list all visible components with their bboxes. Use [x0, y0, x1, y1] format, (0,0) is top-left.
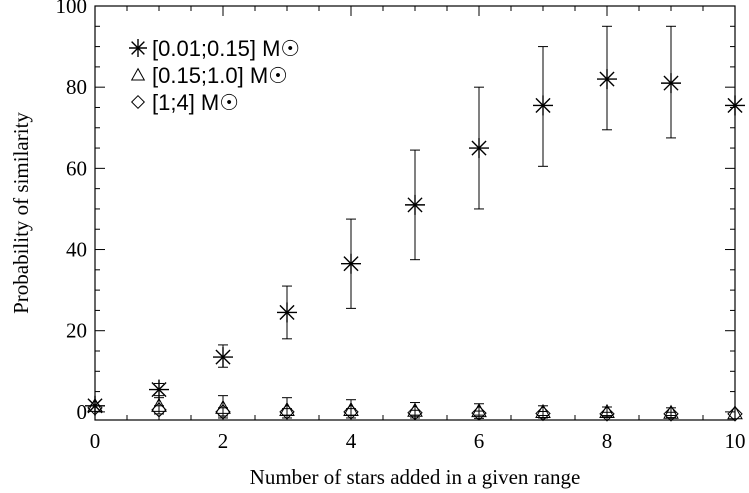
data-point-diamond	[343, 404, 359, 420]
data-point-diamond	[663, 406, 679, 422]
error-bar	[666, 411, 676, 417]
diamond-shape	[535, 405, 551, 422]
data-point-triangle	[727, 405, 743, 420]
diamond-shape	[87, 400, 103, 416]
legend-label: [0.15;1.0] M☉	[152, 63, 288, 88]
data-point-triangle	[87, 397, 103, 412]
data-point-asterisk	[533, 95, 553, 116]
diamond-shape	[471, 405, 487, 421]
series-asterisk	[85, 25, 745, 416]
error-bar	[410, 409, 420, 416]
data-point-diamond	[279, 404, 295, 420]
data-point-asterisk	[597, 69, 617, 90]
data-point-diamond	[215, 404, 231, 420]
x-tick-label: 10	[725, 429, 746, 453]
data-point-triangle	[599, 403, 615, 418]
asterisk-stroke	[599, 71, 615, 87]
data-point-asterisk	[149, 379, 169, 400]
y-axis-label: Probability of similarity	[9, 112, 33, 314]
asterisk-stroke	[407, 197, 423, 213]
data-point-diamond	[727, 406, 743, 422]
diamond-shape	[599, 406, 615, 422]
series-layer	[85, 25, 745, 422]
triangle-shape	[727, 405, 743, 420]
diamond-shape	[279, 404, 295, 420]
data-point-asterisk	[661, 73, 681, 94]
series-diamond	[87, 400, 743, 422]
x-axis-label: Number of stars added in a given range	[250, 465, 581, 489]
data-point-asterisk	[469, 138, 489, 159]
legend-label: [1;4] M☉	[152, 90, 239, 115]
x-tick-label: 6	[474, 429, 485, 453]
asterisk-stroke	[215, 349, 231, 365]
error-bar	[474, 410, 484, 416]
asterisk-stroke	[727, 97, 743, 114]
diamond-shape	[151, 402, 167, 418]
y-tick-label: 40	[66, 238, 87, 262]
diamond-shape	[407, 404, 423, 421]
data-point-asterisk	[405, 194, 425, 215]
diamond-shape	[727, 406, 743, 422]
triangle-shape	[599, 403, 615, 418]
data-point-asterisk	[725, 95, 745, 116]
data-point-diamond	[407, 404, 423, 421]
y-tick-label: 0	[77, 400, 88, 424]
error-bar	[602, 411, 612, 417]
diamond-shape	[215, 404, 231, 420]
y-tick-label: 100	[56, 0, 88, 18]
error-bar	[538, 410, 548, 417]
triangle-shape	[130, 67, 146, 81]
legend-marker-triangle	[130, 67, 146, 81]
asterisk-stroke	[343, 256, 359, 272]
x-tick-label: 4	[346, 429, 357, 453]
y-tick-label: 80	[66, 75, 87, 99]
y-tick-label: 20	[66, 319, 87, 343]
data-point-asterisk	[341, 253, 361, 274]
legend: [0.01;0.15] M☉[0.15;1.0] M☉[1;4] M☉	[129, 36, 300, 115]
data-point-diamond	[151, 402, 167, 418]
diamond-shape	[343, 404, 359, 420]
asterisk-stroke	[151, 381, 167, 398]
asterisk-stroke	[663, 75, 679, 91]
legend-label: [0.01;0.15] M☉	[152, 36, 300, 61]
diamond-shape	[663, 406, 679, 422]
data-point-asterisk	[277, 302, 297, 323]
data-point-triangle	[471, 403, 487, 418]
triangle-shape	[471, 403, 487, 418]
asterisk-stroke	[535, 97, 551, 114]
data-point-diamond	[471, 405, 487, 421]
legend-marker-asterisk	[129, 39, 147, 57]
data-point-diamond	[535, 405, 551, 422]
x-tick-label: 8	[602, 429, 613, 453]
legend-marker-diamond	[130, 94, 146, 110]
data-point-diamond	[599, 406, 615, 422]
x-tick-label: 0	[90, 429, 101, 453]
data-point-diamond	[87, 400, 103, 416]
x-tick-label: 2	[218, 429, 229, 453]
triangle-shape	[87, 397, 103, 412]
diamond-shape	[130, 94, 146, 110]
y-tick-label: 60	[66, 156, 87, 180]
asterisk-stroke	[279, 304, 295, 321]
data-point-asterisk	[213, 347, 233, 368]
asterisk-stroke	[131, 41, 145, 55]
asterisk-stroke	[471, 140, 487, 156]
